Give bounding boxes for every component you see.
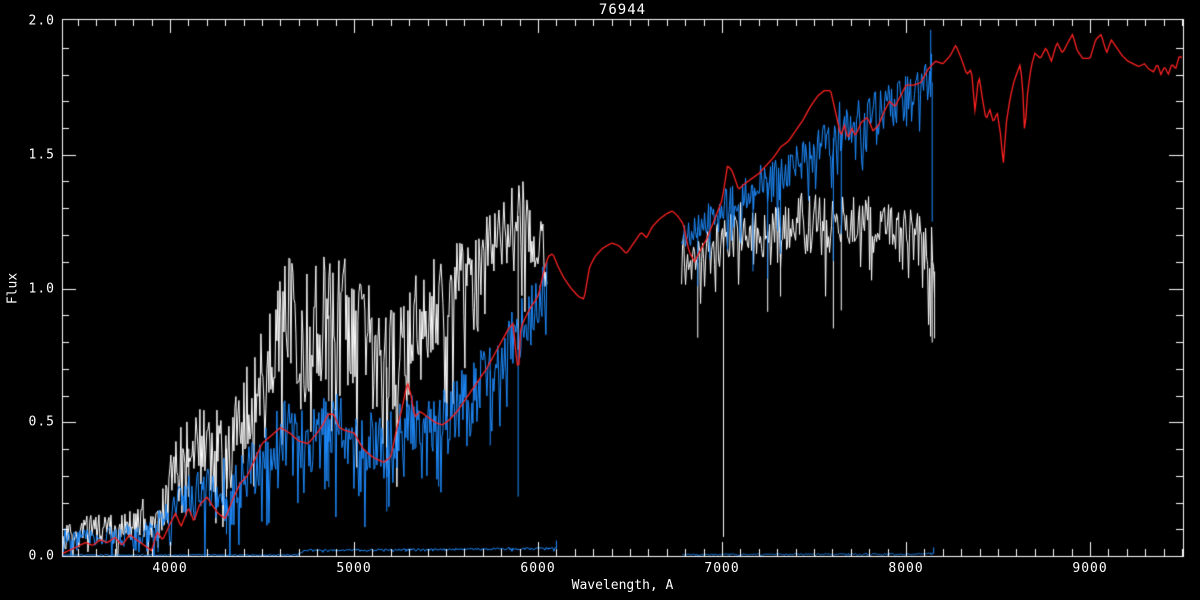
y-tick-label: 1.0 <box>28 281 55 296</box>
x-tick-label: 8000 <box>888 561 924 576</box>
x-axis-title: Wavelength, A <box>571 578 674 593</box>
plot-title: 76944 <box>598 2 647 18</box>
x-tick-label: 6000 <box>520 561 556 576</box>
x-tick-label: 7000 <box>704 561 740 576</box>
y-tick-label: 2.0 <box>28 13 55 29</box>
y-tick-label: 1.5 <box>28 147 55 163</box>
y-tick-label: 0.0 <box>28 548 55 564</box>
x-tick-label: 5000 <box>336 561 372 576</box>
x-tick-label: 4000 <box>152 561 188 576</box>
y-tick-label: 0.5 <box>28 414 55 430</box>
x-tick-label: 9000 <box>1072 561 1108 576</box>
